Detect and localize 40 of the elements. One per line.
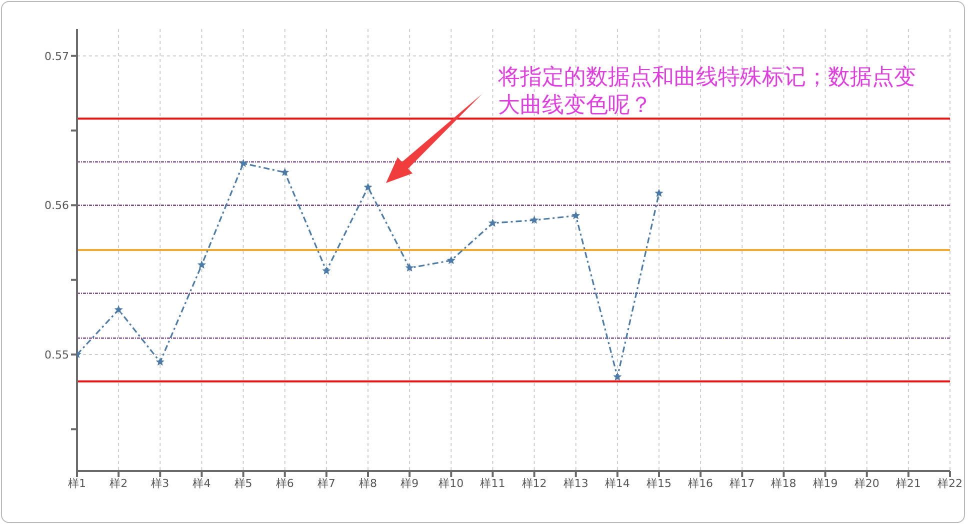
point	[364, 182, 372, 191]
point	[572, 211, 580, 220]
x-tick-label: 样10	[438, 476, 464, 490]
y-tick-label: 0.57	[44, 50, 69, 63]
point	[197, 260, 206, 269]
x-tick-label: 样1	[68, 476, 86, 490]
point	[239, 158, 248, 168]
x-tick-label: 样4	[192, 476, 211, 490]
x-tick-label: 样13	[563, 476, 588, 490]
x-tick-label: 样6	[276, 476, 294, 490]
x-tick-label: 样3	[151, 476, 170, 490]
x-tick-label: 样15	[646, 476, 672, 490]
point	[446, 256, 456, 264]
point	[405, 263, 414, 272]
point	[654, 188, 664, 197]
point	[156, 357, 164, 366]
annotation: 将指定的数据点和曲线特殊标记；数据点变大曲线变色呢？	[498, 64, 917, 120]
x-tick-label: 样2	[110, 476, 128, 490]
x-tick-label: 样14	[604, 476, 630, 490]
y-tick-label: 0.55	[44, 348, 69, 362]
point	[488, 218, 497, 227]
x-tick-label: 样17	[730, 476, 755, 490]
x-tick-label: 样20	[854, 476, 880, 490]
x-tick-label: 样9	[400, 476, 419, 490]
x-tick-label: 样22	[938, 476, 962, 490]
point	[114, 305, 123, 314]
x-tick-label: 样8	[359, 476, 377, 490]
x-tick-label: 样16	[688, 476, 714, 490]
x-tick-label: 样7	[317, 476, 336, 490]
point	[613, 372, 622, 381]
point	[530, 216, 539, 224]
x-tick-label: 样12	[522, 476, 547, 490]
x-tick-label: 样19	[812, 476, 838, 490]
point	[280, 168, 290, 176]
point	[322, 266, 331, 275]
x-tick-label: 样18	[771, 476, 796, 490]
x-tick-label: 样5	[234, 476, 252, 490]
y-tick-label: 0.56	[44, 199, 69, 212]
x-tick-label: 样21	[896, 476, 921, 490]
x-tick-label: 样11	[480, 476, 506, 490]
